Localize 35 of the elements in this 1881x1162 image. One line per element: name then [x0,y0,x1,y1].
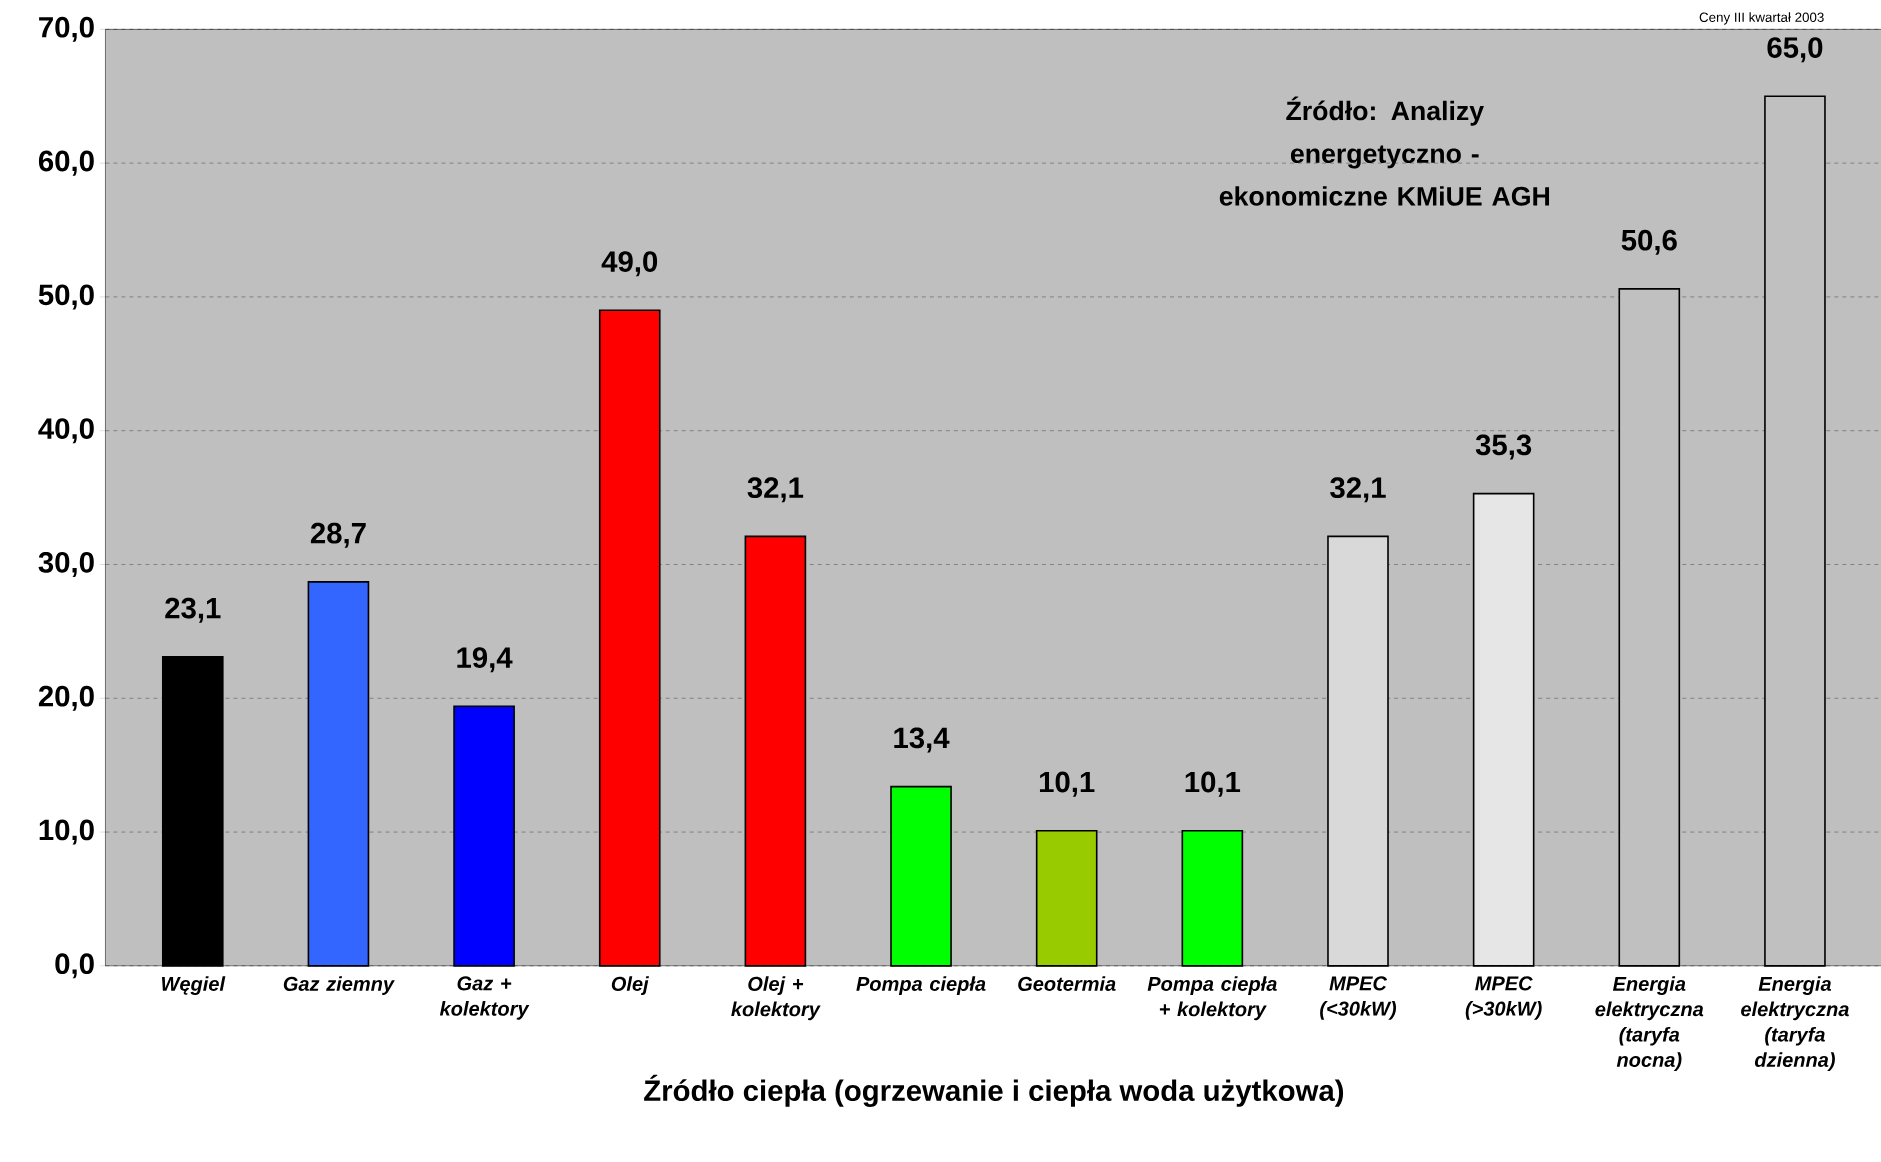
x-tick-label: Energia elektryczna (taryfa nocna) [1595,976,1704,1071]
data-label: 32,1 [747,477,804,503]
data-label: 10,1 [1039,771,1095,797]
y-tick-label: 60,0 [38,150,94,176]
data-label: 13,4 [894,727,950,753]
x-tick-label: Olej + kolektory [731,976,821,1021]
y-tick-label: 70,0 [39,16,94,42]
data-label: 35,3 [1475,434,1532,460]
text: Ceny III kwartał 2003 [1699,12,1824,25]
x-tick-label: MPEC (<30kW) [1320,976,1397,1020]
x-tick-label: Węgiel [162,976,226,995]
data-label: 50,6 [1621,229,1677,255]
x-tick-label: Pompa ciepła [856,976,986,995]
annotation: Źródło: Analizy energetyczno - ekonomiczne KMiUE AGH [1219,96,1550,206]
data-label: 10,1 [1185,771,1241,797]
x-tick-label: Geotermia [1018,976,1116,991]
x-tick-label: Olej [611,976,649,995]
x-tick-label: Pompa ciepła + kolektory [1147,976,1277,1021]
x-tick-label: Gaz + kolektory [439,976,530,1020]
y-tick-label: 20,0 [38,685,94,711]
data-label: 19,4 [457,647,513,673]
data-label: 49,0 [601,251,658,277]
y-tick-label: 30,0 [38,551,94,578]
y-tick-label: 0,0 [55,953,94,979]
data-label: 32,1 [1330,477,1386,503]
data-label: 28,7 [310,522,366,548]
data-label: 23,1 [165,597,221,623]
y-tick-label: 10,0 [39,819,94,845]
x-tick-label: Gaz ziemny [283,976,395,995]
x-tick-label: MPEC (>30kW) [1465,976,1542,1020]
x-tick-label: Energia elektryczna (taryfa dzienna) [1741,976,1849,1071]
x-axis-title: Źródło ciepła (ogrzewanie i ciepła woda użytkowa) [644,1074,1344,1108]
y-tick-label: 50,0 [38,284,94,310]
data-label: 65,0 [1767,37,1823,63]
y-tick-label: 40,0 [38,418,94,444]
